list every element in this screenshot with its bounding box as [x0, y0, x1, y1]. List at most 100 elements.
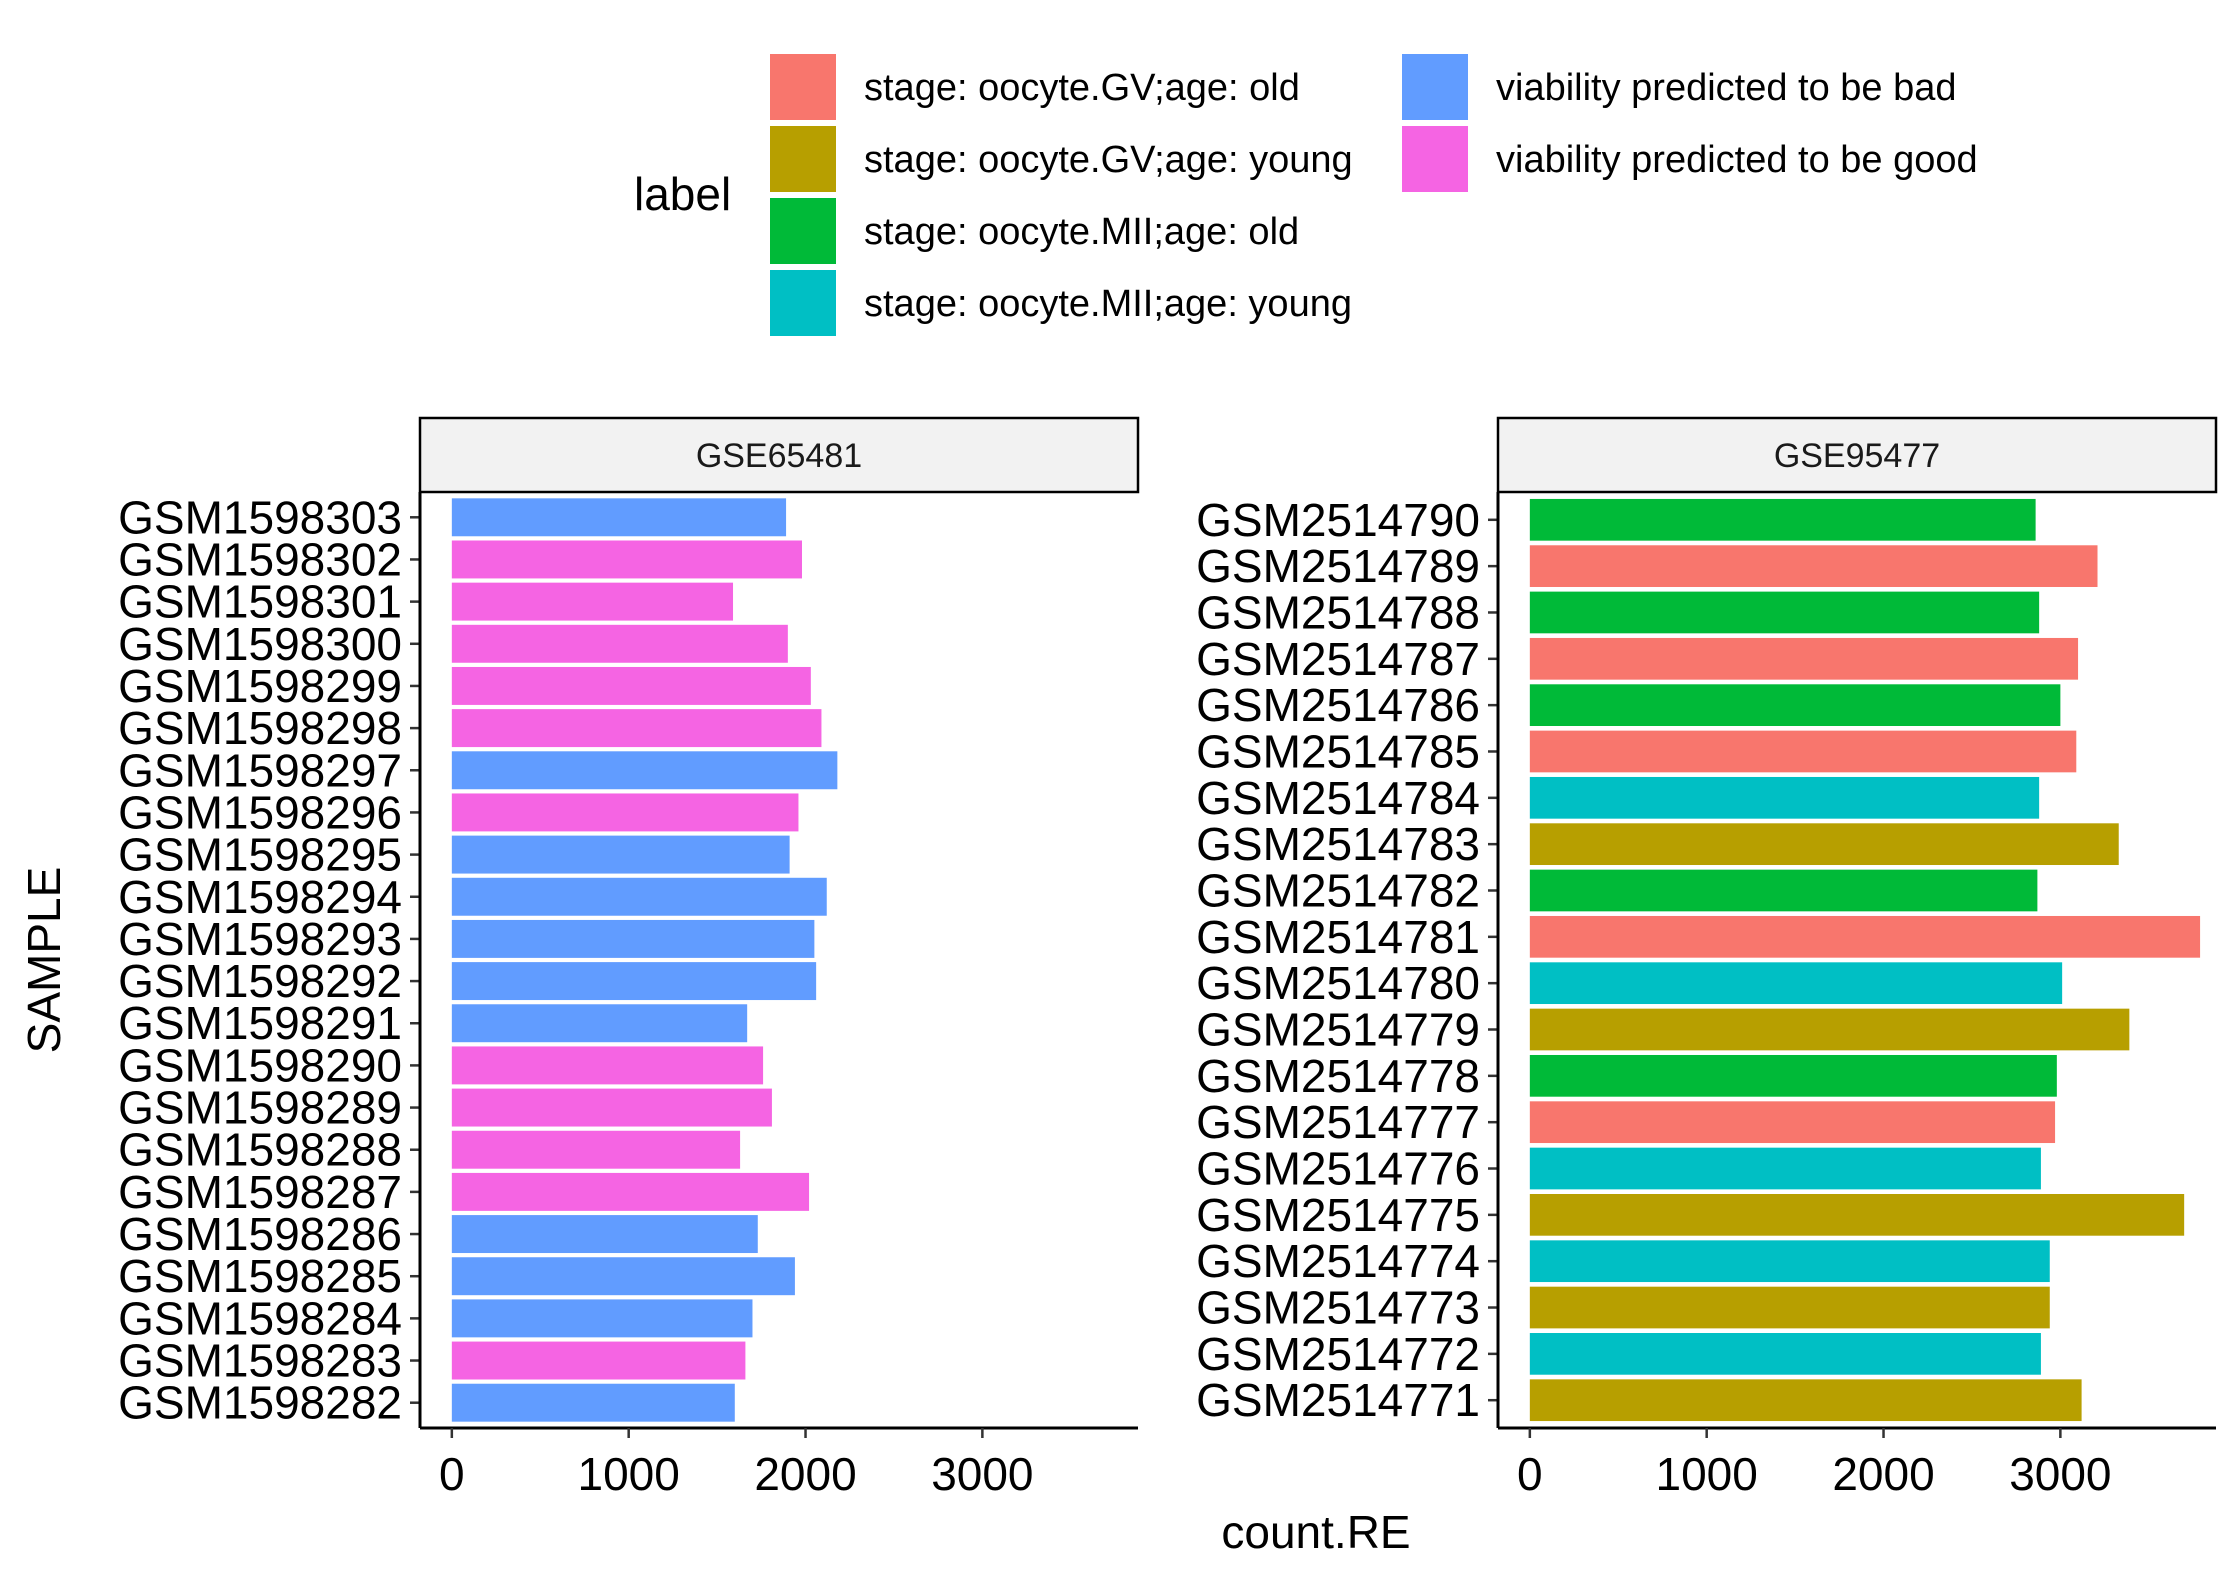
y-tick-label: GSM2514785 — [1196, 725, 1480, 777]
bar — [451, 1130, 741, 1169]
y-tick-label: GSM1598289 — [118, 1082, 402, 1134]
y-tick-label: GSM2514788 — [1196, 586, 1480, 638]
legend-swatch — [770, 54, 836, 120]
bar — [1529, 1240, 2050, 1283]
bar — [1529, 1286, 2050, 1329]
bar — [451, 540, 802, 579]
y-tick-label: GSM2514783 — [1196, 818, 1480, 870]
y-tick-label: GSM2514774 — [1196, 1235, 1480, 1287]
y-tick-label: GSM2514775 — [1196, 1189, 1480, 1241]
y-tick-label: GSM1598303 — [118, 491, 402, 543]
y-tick-label: GSM2514772 — [1196, 1328, 1480, 1380]
bar — [1529, 823, 2119, 866]
bar — [1529, 962, 2063, 1005]
bar — [1529, 1194, 2185, 1236]
y-tick-label: GSM2514787 — [1196, 633, 1480, 685]
legend-label: stage: oocyte.MII;age: young — [864, 283, 1352, 325]
x-tick-label: 1000 — [578, 1448, 680, 1500]
y-tick-label: GSM1598297 — [118, 744, 402, 796]
legend-item: stage: oocyte.MII;age: old — [770, 198, 1299, 264]
legend-title: label — [634, 168, 731, 220]
bar — [451, 1172, 810, 1211]
y-tick-label: GSM1598296 — [118, 786, 402, 838]
legend-label: stage: oocyte.GV;age: young — [864, 139, 1353, 181]
bar — [1529, 1008, 2130, 1051]
y-tick-label: GSM2514784 — [1196, 772, 1480, 824]
y-tick-label: GSM1598288 — [118, 1124, 402, 1176]
y-tick-label: GSM2514777 — [1196, 1096, 1480, 1148]
y-tick-label: GSM2514782 — [1196, 864, 1480, 916]
legend-item: viability predicted to be bad — [1402, 54, 1957, 120]
bar — [451, 498, 787, 537]
legend-item: stage: oocyte.MII;age: young — [770, 270, 1352, 336]
bar — [1529, 915, 2201, 958]
y-tick-label: GSM1598298 — [118, 702, 402, 754]
y-tick-label: GSM1598286 — [118, 1208, 402, 1260]
facet-panel: GSE95477GSM2514790GSM2514789GSM2514788GS… — [1196, 416, 2218, 1500]
legend-item: stage: oocyte.GV;age: old — [770, 54, 1300, 120]
bar — [451, 1341, 746, 1380]
legend-label: stage: oocyte.MII;age: old — [864, 211, 1299, 253]
y-tick-label: GSM1598300 — [118, 618, 402, 670]
legend-label: viability predicted to be good — [1496, 139, 1978, 181]
legend-swatch — [770, 270, 836, 336]
y-tick-label: GSM2514773 — [1196, 1282, 1480, 1334]
y-tick-label: GSM2514780 — [1196, 957, 1480, 1009]
x-tick-label: 0 — [439, 1448, 465, 1500]
bar — [1529, 684, 2061, 726]
bar — [451, 1088, 772, 1127]
bar — [1529, 730, 2077, 773]
bar — [1529, 591, 2040, 634]
legend-label: stage: oocyte.GV;age: old — [864, 67, 1300, 109]
bar — [1529, 869, 2038, 912]
bar — [1529, 1147, 2041, 1190]
y-tick-label: GSM2514786 — [1196, 679, 1480, 731]
legend-label: viability predicted to be bad — [1496, 67, 1957, 109]
y-tick-label: GSM2514776 — [1196, 1143, 1480, 1195]
bar — [451, 582, 734, 621]
y-tick-label: GSM2514790 — [1196, 494, 1480, 546]
bar — [451, 1046, 764, 1085]
bar — [451, 666, 811, 705]
bar — [451, 1383, 735, 1422]
y-tick-label: GSM1598284 — [118, 1292, 402, 1344]
legend: label stage: oocyte.GV;age: old stage: ooc… — [634, 54, 1978, 336]
bar — [1529, 1379, 2082, 1422]
bar — [451, 919, 815, 958]
bar — [451, 624, 788, 663]
bar — [451, 793, 799, 832]
y-tick-label: GSM1598301 — [118, 576, 402, 628]
bar — [1529, 545, 2098, 587]
y-tick-label: GSM1598285 — [118, 1250, 402, 1302]
legend-swatch — [1402, 54, 1468, 120]
bar — [451, 1004, 748, 1043]
y-tick-label: GSM1598294 — [118, 871, 402, 923]
bar — [1529, 637, 2079, 680]
bar — [451, 1215, 758, 1254]
x-tick-label: 0 — [1517, 1448, 1543, 1500]
facet-panels: GSE65481GSM1598303GSM1598302GSM1598301GS… — [118, 416, 2218, 1500]
bar — [451, 751, 838, 790]
legend-swatch — [770, 198, 836, 264]
facet-strip-label: GSE95477 — [1774, 437, 1940, 475]
x-tick-label: 3000 — [2009, 1448, 2111, 1500]
y-tick-label: GSM1598287 — [118, 1166, 402, 1218]
y-tick-label: GSM1598290 — [118, 1039, 402, 1091]
y-tick-label: GSM2514778 — [1196, 1050, 1480, 1102]
y-tick-label: GSM1598292 — [118, 955, 402, 1007]
bar — [451, 1299, 753, 1338]
facet-strip-label: GSE65481 — [696, 437, 862, 475]
y-tick-label: GSM2514771 — [1196, 1374, 1480, 1426]
y-tick-label: GSM2514781 — [1196, 911, 1480, 963]
bar — [451, 709, 822, 748]
bar — [451, 1257, 795, 1296]
y-tick-label: GSM1598293 — [118, 913, 402, 965]
y-tick-label: GSM1598295 — [118, 829, 402, 881]
bar — [451, 835, 790, 874]
x-tick-label: 2000 — [1832, 1448, 1934, 1500]
bar — [451, 962, 817, 1001]
y-tick-label: GSM2514779 — [1196, 1004, 1480, 1056]
x-tick-label: 3000 — [931, 1448, 1033, 1500]
bar — [451, 877, 827, 916]
